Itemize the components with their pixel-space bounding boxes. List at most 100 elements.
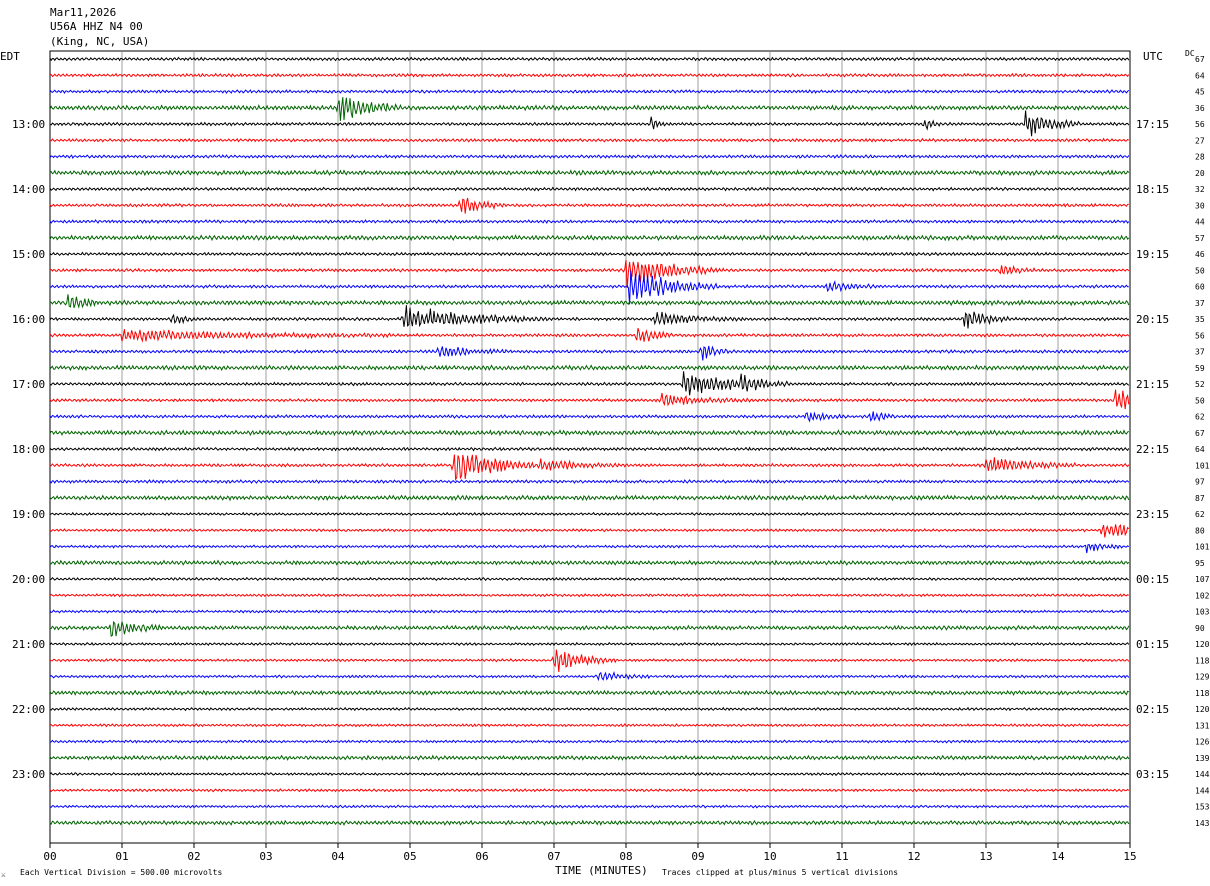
x-tick-label: 11 <box>835 850 848 863</box>
trace-row <box>49 429 1130 437</box>
left-time-label: 17:00 <box>12 378 45 391</box>
trace-row <box>49 234 1130 242</box>
dc-offset-label: 30 <box>1195 201 1205 210</box>
dc-offset-label: 118 <box>1195 656 1210 665</box>
trace-row <box>49 259 1130 289</box>
dc-offset-label: 62 <box>1195 413 1205 422</box>
dc-offset-label: 67 <box>1195 55 1205 64</box>
trace-row <box>49 511 1130 517</box>
dc-offset-label: 144 <box>1195 770 1210 779</box>
right-time-label: 23:15 <box>1136 508 1169 521</box>
trace-row <box>49 723 1130 728</box>
trace-row <box>49 219 1130 225</box>
trace-row <box>49 641 1130 647</box>
x-tick-label: 06 <box>475 850 488 863</box>
dc-offset-label: 45 <box>1195 88 1205 97</box>
trace-row <box>49 593 1130 598</box>
trace-row <box>49 804 1129 809</box>
right-time-label: 03:15 <box>1136 768 1169 781</box>
dc-offset-label: 90 <box>1195 624 1205 633</box>
trace-row <box>49 454 1130 482</box>
left-time-label: 18:00 <box>12 443 45 456</box>
right-time-label: 19:15 <box>1136 248 1169 261</box>
dc-offset-label: 57 <box>1195 234 1205 243</box>
left-time-label: 23:00 <box>12 768 45 781</box>
trace-row <box>49 294 1130 309</box>
right-time-label: 17:15 <box>1136 118 1169 131</box>
trace-row <box>49 649 1130 673</box>
x-tick-label: 03 <box>259 850 272 863</box>
right-time-labels: 17:15 18:15 19:15 20:15 21:15 22:15 23:15 00:15… <box>1136 118 1169 781</box>
dc-offset-label: 153 <box>1195 803 1210 812</box>
x-tick-label: 00 <box>43 850 56 863</box>
dc-offset-label: 120 <box>1195 705 1210 714</box>
footer-icon: ⚔ <box>1 870 6 879</box>
trace-row <box>49 819 1130 826</box>
dc-offset-label: 62 <box>1195 510 1205 519</box>
dc-offset-label: 44 <box>1195 218 1205 227</box>
dc-offset-label: 59 <box>1195 364 1205 373</box>
dc-offset-label: 64 <box>1195 445 1205 454</box>
trace-row <box>49 706 1129 712</box>
dc-offset-label: 50 <box>1195 396 1205 405</box>
left-time-label: 22:00 <box>12 703 45 716</box>
trace-row <box>49 371 1130 396</box>
left-time-label: 20:00 <box>12 573 45 586</box>
left-time-label: 21:00 <box>12 638 45 651</box>
footer-clip-text: Traces clipped at plus/minus 5 vertical … <box>662 868 898 877</box>
x-tick-label: 10 <box>763 850 776 863</box>
trace-row <box>49 670 1130 682</box>
left-time-label: 13:00 <box>12 118 45 131</box>
trace-row <box>49 154 1130 159</box>
dc-offset-label: 60 <box>1195 283 1205 292</box>
plot-frame <box>49 50 1131 844</box>
trace-row <box>49 137 1130 143</box>
x-axis-ticks: 00 01 02 03 04 05 06 07 08 09 10 11 12 13 14 15 <box>43 843 1137 863</box>
dc-offset-label: 52 <box>1195 380 1205 389</box>
x-tick-label: 08 <box>619 850 632 863</box>
x-tick-label: 05 <box>403 850 416 863</box>
dc-offset-label: 107 <box>1195 575 1210 584</box>
trace-row <box>49 56 1130 62</box>
dc-offset-label: 32 <box>1195 185 1205 194</box>
left-timezone-label: EDT <box>0 50 20 63</box>
header-location: (King, NC, USA) <box>50 35 149 48</box>
x-axis-title: TIME (MINUTES) <box>555 864 648 877</box>
x-tick-label: 01 <box>115 850 128 863</box>
trace-row <box>49 169 1130 177</box>
dc-offset-label: 95 <box>1195 559 1205 568</box>
trace-row <box>49 305 1130 329</box>
dc-offset-label: 118 <box>1195 689 1210 698</box>
header-station: U56A HHZ N4 00 <box>50 20 143 33</box>
dc-offset-label: 67 <box>1195 429 1205 438</box>
dc-offset-label: 144 <box>1195 786 1210 795</box>
trace-row <box>49 609 1130 614</box>
trace-row <box>49 72 1130 78</box>
dc-offset-label: 56 <box>1195 120 1205 129</box>
trace-row <box>49 446 1130 452</box>
right-time-label: 21:15 <box>1136 378 1169 391</box>
dc-offset-label: 27 <box>1195 136 1205 145</box>
dc-offset-label: 37 <box>1195 348 1205 357</box>
seismic-traces <box>49 56 1130 826</box>
x-tick-label: 12 <box>907 850 920 863</box>
right-time-label: 01:15 <box>1136 638 1169 651</box>
trace-row <box>49 327 1130 343</box>
trace-row <box>49 389 1130 410</box>
left-time-label: 16:00 <box>12 313 45 326</box>
x-tick-label: 07 <box>547 850 560 863</box>
trace-row <box>49 186 1130 192</box>
dc-offset-label: 139 <box>1195 754 1210 763</box>
dc-offset-label: 36 <box>1195 104 1205 113</box>
minute-gridlines <box>121 51 1059 843</box>
trace-row <box>49 88 1130 95</box>
trace-row <box>49 788 1130 793</box>
x-tick-label: 09 <box>691 850 704 863</box>
trace-row <box>49 494 1130 502</box>
dc-offset-label: 143 <box>1195 819 1210 828</box>
trace-row <box>49 97 1129 122</box>
trace-row <box>49 771 1130 777</box>
left-time-label: 19:00 <box>12 508 45 521</box>
footer-scale-text: Each Vertical Division = 500.00 microvol… <box>20 868 222 877</box>
